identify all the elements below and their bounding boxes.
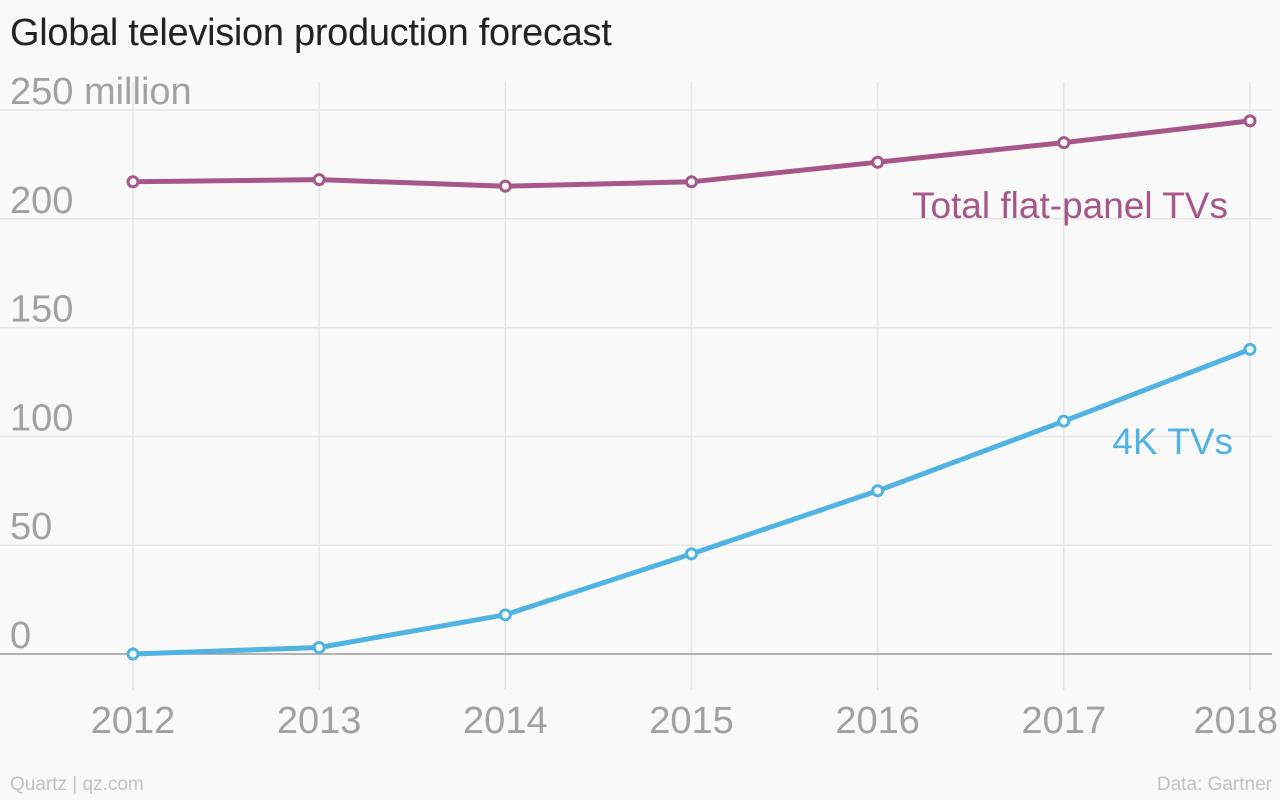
x-tick-label: 2018	[1193, 700, 1278, 742]
grid-layer	[0, 82, 1272, 690]
series-point	[312, 640, 326, 654]
y-tick-label: 100	[10, 397, 73, 439]
series-point	[126, 175, 140, 189]
series-point	[871, 155, 885, 169]
series-point	[1057, 136, 1071, 150]
x-tick-label: 2013	[277, 700, 362, 742]
series-layer	[126, 114, 1257, 661]
x-tick-label: 2017	[1022, 700, 1107, 742]
footer-credit: Data: Gartner	[1156, 774, 1272, 795]
y-tick-label: 50	[10, 506, 52, 548]
series-point	[871, 484, 885, 498]
series-point	[1057, 414, 1071, 428]
series-point	[1243, 114, 1257, 128]
series-label: 4K TVs	[1112, 421, 1233, 462]
y-tick-label: 200	[10, 180, 73, 222]
series-point	[126, 647, 140, 661]
chart-title: Global television production forecast	[10, 12, 612, 54]
series-point	[685, 547, 698, 561]
y-tick-label: 0	[10, 615, 31, 657]
x-tick-label: 2012	[91, 700, 176, 742]
x-tick-label: 2014	[463, 700, 548, 742]
axis-layer: 250 million 200 150 100 50 0 2012 2013 2014 2015 2…	[0, 71, 1278, 742]
series-point	[685, 175, 698, 189]
y-tick-label: 150	[10, 289, 73, 331]
series-point	[312, 173, 326, 187]
x-tick-label: 2015	[649, 700, 734, 742]
series-point	[1243, 342, 1257, 356]
series-point	[498, 179, 512, 193]
series-label: Total flat-panel TVs	[912, 185, 1228, 226]
y-tick-label: 250 million	[10, 71, 192, 113]
footer-source: Quartz | qz.com	[10, 774, 144, 795]
x-tick-label: 2016	[835, 700, 920, 742]
series-point	[498, 608, 512, 622]
label-layer: Total flat-panel TVs 4K TVs	[912, 185, 1233, 462]
